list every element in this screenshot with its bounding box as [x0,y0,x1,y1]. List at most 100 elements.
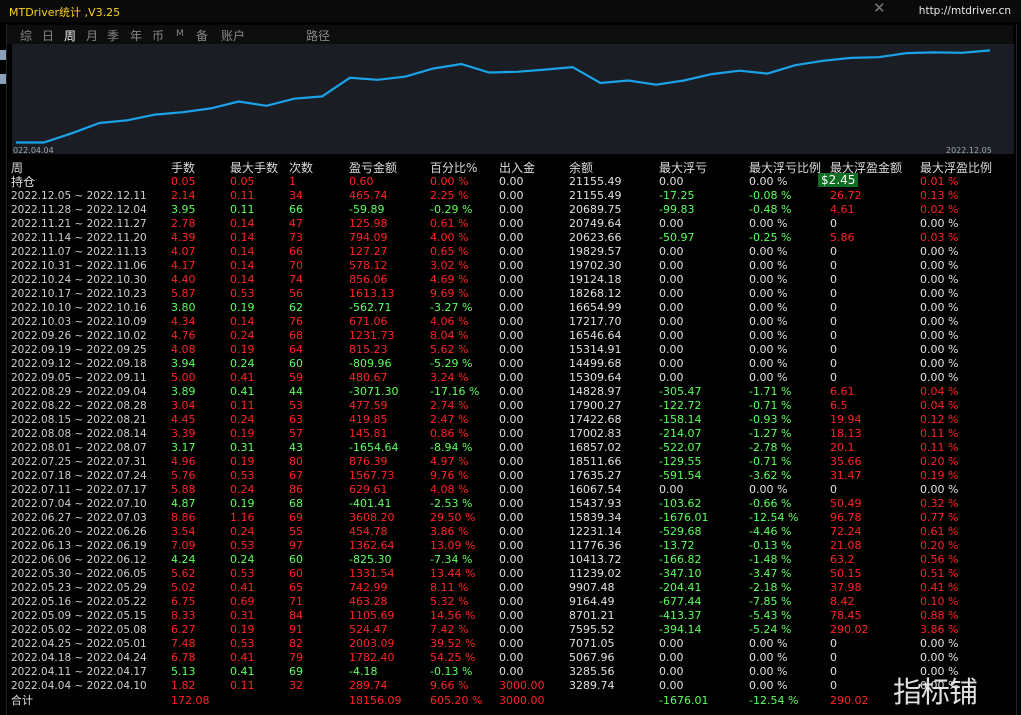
table-cell: 3.02 % [430,259,469,272]
tab-2[interactable]: 周 [64,29,77,43]
table-cell: 0.00 [499,539,524,552]
tab-5[interactable]: 年 [130,29,143,43]
table-cell: 0.00 % [749,245,788,258]
table-cell: 4.34 [171,315,196,328]
tab-0[interactable]: 综 [20,29,33,43]
table-cell: 4.06 % [430,315,469,328]
title-bar: MTDriver统计 ,V3.25 ✕ http://mtdriver.cn [0,0,1021,22]
table-cell: 0.00 [499,343,524,356]
table-cell: 56 [289,287,303,300]
table-cell: 35.66 [830,455,862,468]
table-cell: 72.24 [830,525,862,538]
table-cell: 0.00 % [920,679,959,692]
table-cell: 4.40 [171,273,196,286]
table-cell: 0 [830,287,837,300]
table-cell: 0.24 [230,483,255,496]
table-cell: -17.25 [659,189,695,202]
table-cell: -0.48 % [749,203,792,216]
table-cell: 2.14 [171,189,196,202]
tab-3[interactable]: 月 [86,29,99,43]
table-cell: 0 [830,483,837,496]
equity-chart-svg [16,49,991,144]
table-cell: 5.62 [171,567,196,580]
table-cell: 3289.74 [569,679,615,692]
week-range: 2022.11.07 ~ 2022.11.13 [11,246,147,258]
close-icon[interactable]: ✕ [873,0,886,17]
table-cell: 0.00 % [920,329,959,342]
table-cell: 1782.40 [349,651,395,664]
tab-8[interactable]: 备 [196,29,209,43]
table-cell: 2.74 % [430,399,469,412]
website-link[interactable]: http://mtdriver.cn [918,5,1011,17]
table-cell: 17002.83 [569,427,622,440]
week-range: 2022.08.22 ~ 2022.08.28 [11,400,147,412]
table-header: 周 手数 最大手数 次数 盈亏金额 百分比% 出入金 余额 最大浮亏 最大浮亏比例 最大浮盈金额 最大… [0,161,1021,175]
table-cell: 0.00 % [920,371,959,384]
table-cell: 16067.54 [569,483,622,496]
tab-10[interactable]: 路径 [306,29,331,43]
week-range: 2022.05.16 ~ 2022.05.22 [11,596,147,608]
tab-6[interactable]: 币 [152,29,165,43]
table-cell: 0.24 [230,413,255,426]
table-cell: -158.14 [659,413,702,426]
table-cell: 74 [289,273,303,286]
table-cell: 78.45 [830,609,862,622]
table-cell: 8.33 [171,609,196,622]
table-cell: -59.89 [349,203,385,216]
table-cell: 1331.54 [349,567,395,580]
table-cell: 4.61 [830,203,855,216]
tab-9[interactable]: 账户 [221,29,246,43]
table-cell: 0.53 [230,287,255,300]
table-cell: 0.00 [499,441,524,454]
tab-7[interactable]: M [176,29,184,39]
table-cell: 0.00 [659,637,684,650]
tab-1[interactable]: 日 [42,29,55,43]
tab-4[interactable]: 季 [107,29,120,43]
table-cell: -4.46 % [749,525,792,538]
table-row: 2022.04.04 ~ 2022.04.10 1.82 0.11 32 289.74 9… [0,679,1021,693]
table-cell: 68 [289,497,303,510]
table-cell: 0.00 [659,287,684,300]
table-cell: 0.00 [659,245,684,258]
table-cell: 0.00 % [749,483,788,496]
table-cell: -305.47 [659,385,702,398]
table-cell: 0.00 % [749,665,788,678]
table-row: 2022.05.02 ~ 2022.05.08 6.27 0.19 91 524.47 7… [0,623,1021,637]
table-cell: 0.00 [499,217,524,230]
table-cell: 0.00 [499,273,524,286]
week-range: 2022.10.24 ~ 2022.10.30 [11,274,147,286]
table-cell: 12231.14 [569,525,622,538]
table-cell: 73 [289,231,303,244]
table-cell: 0 [830,329,837,342]
table-cell: 0.00 [499,455,524,468]
table-row: 2022.05.30 ~ 2022.06.05 5.62 0.53 60 1331.54… [0,567,1021,581]
table-cell: 9164.49 [569,595,615,608]
table-cell: 5.62 % [430,343,469,356]
table-cell: 19829.57 [569,245,622,258]
table-cell: 127.27 [349,245,388,258]
column-header: 余额 [569,161,594,175]
table-cell: 0.00 [499,553,524,566]
table-cell: -401.41 [349,497,392,510]
table-cell: 4.45 [171,413,196,426]
table-cell: 0.00 [499,581,524,594]
table-cell: -677.44 [659,595,702,608]
table-cell: -2.78 % [749,441,792,454]
table-cell: 3608.20 [349,511,395,524]
table-cell: 0.53 [230,567,255,580]
table-row: 2022.05.09 ~ 2022.05.15 8.33 0.31 84 1105.69… [0,609,1021,623]
table-cell: 96.78 [830,511,862,524]
table-cell: 4.87 [171,497,196,510]
table-cell: 53 [289,399,303,412]
week-range: 2022.04.18 ~ 2022.04.24 [11,652,147,664]
table-cell: 54.25 % [430,651,476,664]
table-cell: 66 [289,245,303,258]
week-range: 2022.08.15 ~ 2022.08.21 [11,414,147,426]
table-cell: 0.41 [230,385,255,398]
table-cell: 14828.97 [569,385,622,398]
table-cell: 66 [289,203,303,216]
table-cell: 7.09 [171,539,196,552]
table-cell: -2.18 % [749,581,792,594]
table-cell: 71 [289,595,303,608]
table-cell: -122.72 [659,399,702,412]
